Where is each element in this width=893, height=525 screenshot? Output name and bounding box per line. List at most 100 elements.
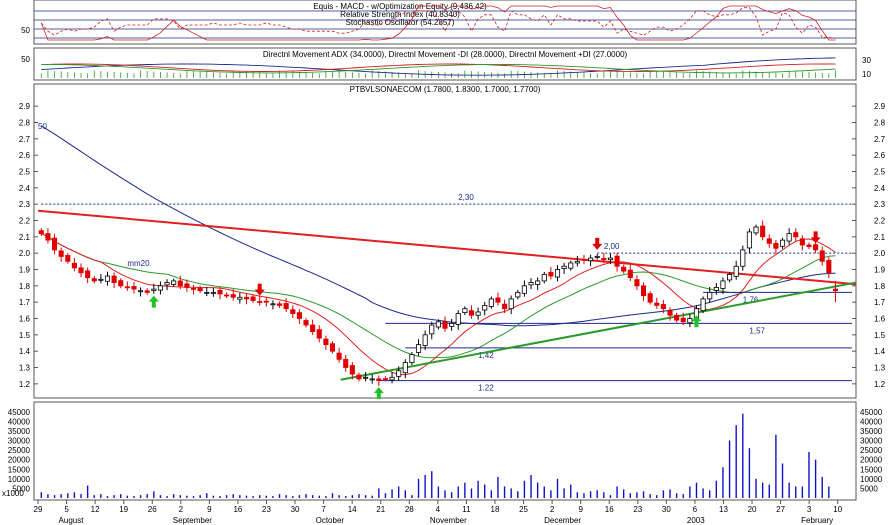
candle-body — [38, 230, 44, 234]
candle-body — [614, 255, 620, 267]
x-tick-label: 27 — [776, 505, 785, 514]
volume-tick-label-right: 15000 — [860, 465, 883, 474]
price-tick-label-right: 2.7 — [874, 135, 886, 144]
candle-body — [720, 280, 726, 289]
price-tick-label-right: 1.2 — [874, 380, 886, 389]
price-tick-label-left: 1.2 — [19, 380, 31, 389]
price-tick-label-right: 1.8 — [874, 282, 886, 291]
candle-body — [131, 286, 137, 290]
indicator-axis-tick: 50 — [21, 26, 30, 35]
candle-body — [303, 320, 309, 326]
candle-body — [237, 296, 243, 300]
price-tick-label-left: 2.9 — [19, 102, 31, 111]
candle-body — [654, 302, 660, 306]
x-tick-label: 9 — [207, 505, 212, 514]
volume-tick-label-left: 45000 — [8, 408, 31, 417]
candle-body — [700, 298, 706, 312]
volume-tick-label-right: 5000 — [860, 484, 878, 493]
candle-body — [177, 280, 183, 287]
price-tick-label-right: 2.2 — [874, 217, 886, 226]
x-tick-label: 4 — [436, 505, 441, 514]
x-month-label: February — [801, 516, 833, 525]
stochastic-line — [40, 5, 836, 41]
candle-body — [799, 238, 805, 246]
candle-body — [588, 257, 594, 262]
candle-body — [124, 286, 130, 289]
price-tick-label-left: 2.2 — [19, 217, 31, 226]
x-month-label: September — [173, 516, 212, 525]
x-tick-label: 2 — [179, 505, 184, 514]
candle-body — [376, 378, 382, 381]
price-tick-label-left: 2.7 — [19, 135, 31, 144]
adx-axis-tick-right: 30 — [862, 56, 871, 65]
candle-body — [329, 343, 336, 352]
candle-body — [263, 300, 269, 303]
candle-body — [197, 287, 203, 292]
candle-body — [581, 258, 587, 261]
candle-body — [660, 304, 666, 310]
adx-line-minusdi — [41, 63, 836, 72]
candle-body — [502, 303, 508, 310]
candle-body — [104, 275, 111, 282]
candle-body — [230, 294, 236, 298]
candle-body — [157, 285, 163, 291]
candle-body — [250, 296, 256, 301]
volume-tick-label-right: 10000 — [860, 475, 883, 484]
candle-body — [621, 266, 627, 272]
candle-body — [402, 362, 408, 374]
candle-body — [753, 226, 759, 234]
x-tick-label: 18 — [491, 505, 500, 514]
adx-line-adx — [41, 57, 836, 76]
candle-body — [727, 273, 733, 281]
candle-body — [634, 279, 640, 287]
candle-body — [184, 283, 190, 288]
x-month-label: November — [430, 516, 467, 525]
price-tick-label-right: 2.1 — [874, 233, 886, 242]
stochastic-title: Stochastic Oscillator (54.2857) — [346, 18, 455, 27]
price-tick-label-right: 2.5 — [874, 168, 886, 177]
candle-body — [45, 233, 51, 241]
price-tick-label-left: 2.4 — [19, 184, 31, 193]
candle-body — [733, 265, 739, 277]
candle-body — [442, 321, 448, 329]
buy-signal-arrow — [148, 295, 159, 308]
candle-body — [707, 291, 713, 300]
candle-body — [243, 296, 250, 300]
x-tick-label: 16 — [233, 505, 242, 514]
candle-body — [369, 378, 375, 381]
candle-body — [740, 249, 746, 267]
price-tick-label-right: 1.5 — [874, 331, 886, 340]
candle-body — [310, 324, 316, 332]
price-tick-label-right: 2.4 — [874, 184, 886, 193]
candle-body — [190, 288, 197, 290]
x-tick-label: 28 — [405, 505, 414, 514]
candle-body — [495, 297, 501, 303]
volume-tick-label-right: 35000 — [860, 427, 883, 436]
price-tick-label-left: 2.3 — [19, 200, 31, 209]
candle-body — [71, 262, 77, 269]
candle-body — [349, 365, 355, 375]
price-tick-label-right: 2.3 — [874, 200, 886, 209]
candle-body — [601, 257, 607, 261]
candle-body — [422, 334, 428, 347]
candle-body — [449, 322, 455, 327]
price-tick-label-right: 2.9 — [874, 102, 886, 111]
buy-signal-arrow — [373, 387, 384, 400]
candle-body — [482, 305, 488, 311]
volume-tick-label-left: 25000 — [8, 446, 31, 455]
x-tick-label: 16 — [605, 505, 614, 514]
candle-body — [786, 233, 792, 242]
candle-body — [548, 272, 554, 277]
candle-body — [98, 278, 104, 281]
candle-body — [594, 256, 600, 258]
candle-body — [535, 280, 541, 285]
x-tick-label: 7 — [321, 505, 326, 514]
candle-body — [363, 376, 369, 379]
price-tick-label-left: 2.1 — [19, 233, 31, 242]
candle-body — [832, 288, 839, 292]
x-tick-label: 9 — [578, 505, 583, 514]
x-tick-label: 12 — [91, 505, 100, 514]
price-tick-label-left: 1.4 — [19, 347, 31, 356]
candle-body — [455, 313, 461, 325]
